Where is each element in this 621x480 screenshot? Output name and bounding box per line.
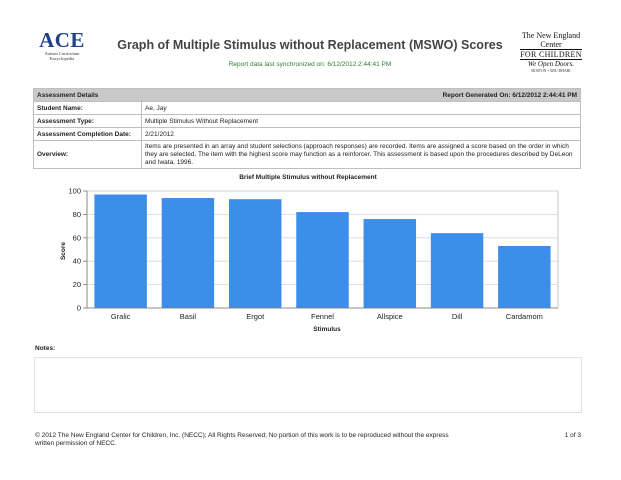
details-header-row: Assessment Details Report Generated On: …	[33, 88, 581, 102]
details-section-label: Assessment Details	[37, 91, 99, 99]
y-tick-label: 100	[68, 187, 81, 196]
table-row: Assessment Type: Multiple Stimulus Witho…	[33, 114, 581, 128]
y-tick-label: 0	[77, 304, 81, 313]
overview-label: Overview:	[33, 140, 142, 169]
bar-basil	[161, 198, 215, 308]
necc-logo: The New England Center FOR CHILDREN We O…	[520, 31, 582, 74]
score-bar-chart: Brief Multiple Stimulus without Replacem…	[60, 174, 559, 333]
x-tick-label: Allspice	[377, 312, 403, 321]
detail-value: 2/21/2012	[141, 127, 581, 141]
y-tick-label: 60	[73, 233, 81, 242]
sync-status: Report data last synchronized on: 6/12/2…	[228, 61, 392, 68]
table-row: Overview: Items are presented in an arra…	[33, 140, 581, 169]
plot-area: 0 20 40 60 80 100 Gralic Basil Ergot Fennel Allspi…	[68, 187, 559, 321]
y-tick-label: 40	[73, 257, 81, 266]
x-axis-label: Stimulus	[313, 326, 341, 333]
detail-label: Assessment Completion Date:	[33, 127, 142, 141]
chart-title: Brief Multiple Stimulus without Replacem…	[239, 174, 377, 181]
bar-dill	[430, 233, 484, 308]
bar-fennel	[296, 212, 349, 308]
bar-gralic	[94, 194, 147, 308]
ace-logo-subtitle: Autism Curriculum Encyclopedia	[44, 51, 80, 61]
x-tick-label: Basil	[180, 312, 197, 321]
y-tick-label: 80	[73, 210, 81, 219]
notes-label: Notes:	[35, 345, 56, 352]
y-axis-label: Score	[60, 242, 67, 260]
x-tick-label: Fennel	[311, 312, 334, 321]
table-row: Student Name: Ae, Jay	[33, 101, 581, 115]
necc-logo-location: BOSTON • ABU DHABI	[531, 69, 571, 73]
x-tick-label: Cardamom	[506, 312, 543, 321]
necc-logo-line1: The New England Center	[521, 31, 581, 49]
overview-text: Items are presented in an array and stud…	[141, 140, 581, 169]
footer-copyright: © 2012 The New England Center for Childr…	[35, 432, 449, 447]
y-tick-label: 20	[73, 280, 81, 289]
detail-label: Student Name:	[33, 101, 142, 115]
detail-value: Ae, Jay	[141, 101, 581, 115]
detail-label: Assessment Type:	[33, 114, 142, 128]
necc-logo-tagline: We Open Doors.	[527, 60, 575, 68]
assessment-details-table: Assessment Details Report Generated On: …	[33, 88, 581, 169]
page-number: 1 of 3	[564, 432, 581, 439]
ace-logo: ACE Autism Curriculum Encyclopedia	[36, 28, 88, 62]
necc-logo-line2: FOR CHILDREN	[520, 49, 582, 60]
page-title: Graph of Multiple Stimulus without Repla…	[117, 38, 503, 52]
bar-allspice	[363, 219, 417, 308]
x-tick-label: Gralic	[111, 312, 131, 321]
ace-logo-text: ACE	[39, 28, 85, 52]
bar-cardamom	[498, 245, 551, 308]
notes-box	[34, 357, 582, 413]
x-tick-label: Ergot	[246, 312, 265, 321]
table-row: Assessment Completion Date: 2/21/2012	[33, 127, 581, 141]
x-tick-label: Dill	[452, 312, 463, 321]
report-generated: Report Generated On: 6/12/2012 2:44:41 P…	[442, 91, 577, 99]
bar-ergot	[228, 199, 282, 308]
detail-value: Multiple Stimulus Without Replacement	[141, 114, 581, 128]
